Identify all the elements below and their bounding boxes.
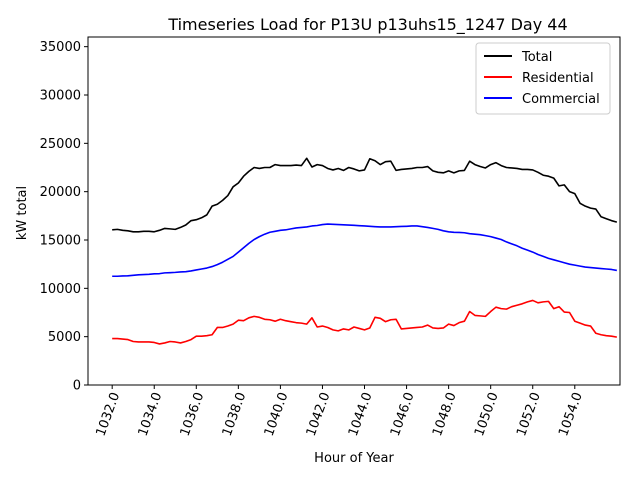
x-tick-label: 1040.0 (262, 390, 292, 438)
legend-box (475, 42, 611, 115)
x-tick-label: 1048.0 (430, 390, 460, 438)
y-tick-label: 15000 (40, 234, 81, 249)
legend-label-commercial: Commercial (522, 92, 600, 107)
x-tick-label: 1054.0 (556, 390, 586, 438)
y-tick-label: 20000 (40, 185, 81, 200)
y-tick-label: 10000 (40, 282, 81, 297)
legend-label-residential: Residential (522, 71, 594, 86)
legend-label-total: Total (521, 50, 552, 65)
x-axis-label: Hour of Year (314, 451, 394, 466)
y-axis: 0 5000 10000 15000 20000 25000 30000 35000 (40, 40, 88, 394)
x-tick-label: 1034.0 (136, 390, 166, 438)
y-tick-label: 0 (73, 379, 81, 394)
y-tick-label: 5000 (48, 330, 81, 345)
y-tick-label: 25000 (40, 137, 81, 152)
x-tick-label: 1042.0 (304, 390, 334, 438)
plot-area (87, 36, 621, 386)
chart-title: Timeseries Load for P13U p13uhs15_1247 D… (167, 15, 567, 35)
x-tick-label: 1046.0 (388, 390, 418, 438)
x-tick-label: 1036.0 (178, 390, 208, 438)
x-tick-label: 1052.0 (514, 390, 544, 438)
x-tick-label: 1032.0 (94, 390, 124, 438)
series-line-commercial (112, 223, 617, 278)
series-line-total (112, 157, 618, 233)
x-axis: 1032.0 1034.0 1036.0 1038.0 1040.0 1042.0 1044… (94, 385, 586, 438)
y-tick-label: 35000 (40, 40, 81, 55)
plot-frame (87, 36, 621, 386)
x-tick-label: 1044.0 (346, 390, 376, 438)
y-axis-label: kW total (15, 186, 30, 240)
y-tick-label: 30000 (40, 89, 81, 104)
x-tick-label: 1038.0 (220, 390, 250, 438)
series-line-residential (112, 299, 617, 345)
legend: Total Residential Commercial (475, 42, 611, 115)
x-tick-label: 1050.0 (472, 390, 502, 438)
